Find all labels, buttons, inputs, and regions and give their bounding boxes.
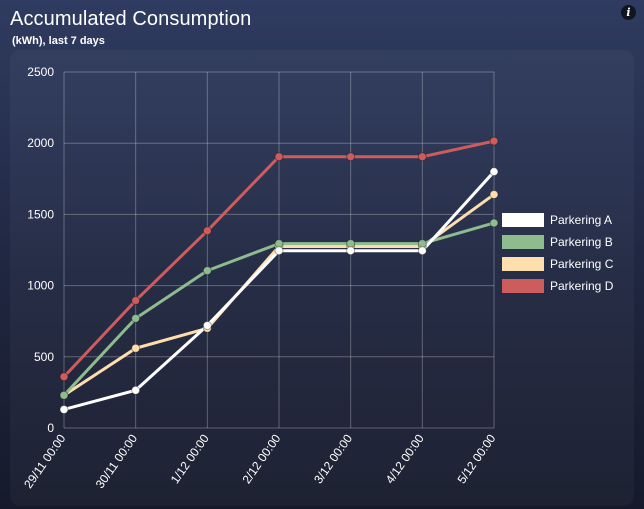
y-tick-label: 1000: [27, 279, 54, 293]
legend-swatch: [502, 257, 544, 271]
data-point: [59, 372, 69, 382]
y-tick-label: 500: [34, 350, 54, 364]
legend-item[interactable]: Parkering C: [502, 253, 613, 275]
data-point: [131, 296, 141, 306]
legend-item[interactable]: Parkering D: [502, 275, 613, 297]
data-point: [489, 167, 499, 177]
data-point: [417, 152, 427, 162]
legend-swatch: [502, 279, 544, 293]
legend-label: Parkering D: [550, 279, 614, 293]
data-point: [59, 404, 69, 414]
x-tick-label: 5/12 00:00: [454, 431, 498, 486]
x-tick-label: 30/11 00:00: [93, 431, 141, 490]
legend-label: Parkering C: [550, 257, 614, 271]
data-point: [489, 218, 499, 228]
chart-subtitle: (kWh), last 7 days: [12, 35, 105, 47]
data-point: [274, 246, 284, 256]
info-icon[interactable]: i: [621, 5, 636, 20]
data-point: [346, 152, 356, 162]
legend-item[interactable]: Parkering A: [502, 209, 613, 231]
data-point: [202, 320, 212, 330]
data-point: [489, 136, 499, 146]
x-tick-label: 3/12 00:00: [311, 431, 355, 486]
legend-item[interactable]: Parkering B: [502, 231, 613, 253]
data-point: [202, 266, 212, 276]
data-point: [417, 246, 427, 256]
data-point: [131, 343, 141, 353]
legend-label: Parkering B: [550, 235, 613, 249]
data-point: [489, 189, 499, 199]
y-tick-label: 1500: [27, 207, 54, 221]
legend-swatch: [502, 235, 544, 249]
legend-swatch: [502, 213, 544, 227]
data-point: [346, 246, 356, 256]
data-point: [131, 385, 141, 395]
data-point: [202, 226, 212, 236]
chart-title: Accumulated Consumption: [10, 8, 252, 30]
x-tick-label: 2/12 00:00: [239, 431, 283, 486]
data-point: [274, 152, 284, 162]
x-tick-label: 4/12 00:00: [383, 431, 427, 486]
y-tick-label: 2500: [27, 65, 54, 79]
y-tick-label: 0: [47, 421, 54, 435]
chart-legend: Parkering A Parkering B Parkering C Parkeri…: [502, 209, 613, 297]
data-point: [131, 313, 141, 323]
data-point: [59, 390, 69, 400]
y-tick-label: 2000: [27, 136, 54, 150]
legend-label: Parkering A: [550, 213, 613, 227]
x-tick-label: 29/11 00:00: [21, 431, 69, 490]
x-tick-label: 1/12 00:00: [168, 431, 212, 486]
